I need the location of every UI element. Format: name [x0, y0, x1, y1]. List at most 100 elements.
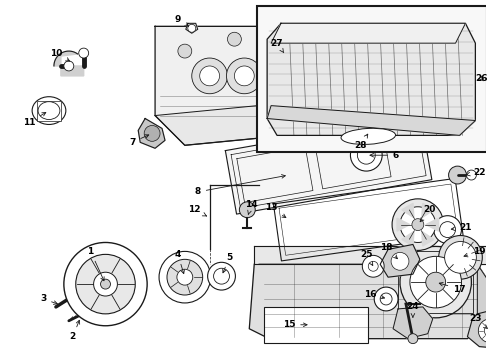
Text: 23: 23 [468, 314, 487, 328]
Circle shape [101, 279, 110, 289]
Polygon shape [421, 203, 433, 218]
Text: 26: 26 [474, 75, 487, 84]
Text: 15: 15 [282, 320, 306, 329]
Text: 24: 24 [406, 302, 418, 317]
Polygon shape [308, 26, 338, 130]
Text: 25: 25 [359, 250, 372, 265]
Circle shape [390, 252, 408, 270]
Polygon shape [155, 101, 338, 145]
Bar [264, 307, 367, 343]
Circle shape [64, 243, 147, 326]
Circle shape [399, 207, 435, 243]
Circle shape [483, 325, 488, 337]
Text: 5: 5 [222, 253, 232, 273]
Circle shape [191, 58, 227, 94]
Text: 11: 11 [23, 112, 46, 127]
Circle shape [444, 242, 475, 273]
Text: 7: 7 [129, 135, 148, 147]
Polygon shape [392, 307, 432, 339]
Text: 10: 10 [50, 49, 69, 61]
Circle shape [226, 58, 262, 94]
Circle shape [447, 166, 466, 184]
Text: 21: 21 [450, 223, 471, 232]
Circle shape [207, 262, 235, 290]
Circle shape [367, 261, 377, 271]
Text: 19: 19 [463, 247, 485, 257]
Ellipse shape [32, 97, 66, 125]
Polygon shape [425, 218, 438, 231]
Circle shape [93, 272, 117, 296]
Circle shape [266, 66, 286, 86]
Polygon shape [54, 51, 83, 76]
Polygon shape [467, 309, 488, 348]
Circle shape [357, 146, 374, 164]
Polygon shape [379, 244, 419, 277]
Circle shape [477, 319, 488, 343]
Circle shape [399, 247, 470, 318]
Text: 1: 1 [87, 247, 104, 281]
Text: 28: 28 [353, 134, 367, 150]
Circle shape [64, 61, 74, 71]
Circle shape [76, 255, 135, 314]
Circle shape [144, 126, 160, 141]
Circle shape [292, 58, 328, 94]
Bar [257, 6, 486, 152]
Circle shape [391, 199, 443, 251]
Text: 4: 4 [174, 250, 184, 274]
Circle shape [239, 202, 255, 218]
Circle shape [159, 251, 210, 303]
Circle shape [166, 259, 202, 295]
Circle shape [350, 139, 382, 171]
Circle shape [407, 334, 417, 343]
Circle shape [259, 58, 294, 94]
Text: 9: 9 [174, 15, 188, 26]
Polygon shape [266, 105, 474, 135]
Circle shape [433, 216, 461, 243]
Ellipse shape [340, 128, 395, 144]
Text: 2: 2 [69, 320, 80, 341]
Circle shape [79, 48, 88, 58]
Bar [397, 251, 472, 313]
Text: 13: 13 [264, 203, 285, 217]
Circle shape [425, 272, 445, 292]
Circle shape [466, 170, 475, 180]
Polygon shape [254, 247, 486, 264]
Polygon shape [249, 264, 486, 339]
Text: 8: 8 [194, 175, 285, 197]
Text: 12: 12 [188, 205, 206, 216]
Polygon shape [185, 23, 197, 33]
Text: 3: 3 [40, 294, 57, 304]
Polygon shape [266, 23, 474, 135]
Text: 22: 22 [466, 167, 485, 176]
Polygon shape [401, 203, 413, 218]
Text: 17: 17 [438, 283, 465, 293]
Polygon shape [225, 116, 431, 214]
Circle shape [177, 269, 192, 285]
Circle shape [411, 219, 423, 230]
Text: 16: 16 [363, 289, 384, 299]
Circle shape [234, 66, 254, 86]
Polygon shape [270, 23, 465, 43]
Polygon shape [138, 118, 164, 148]
Circle shape [227, 32, 241, 46]
Bar [37, 101, 61, 121]
Circle shape [213, 268, 229, 284]
Circle shape [199, 66, 219, 86]
Text: 6: 6 [369, 151, 398, 160]
Circle shape [409, 256, 461, 308]
Polygon shape [155, 26, 338, 145]
Ellipse shape [38, 102, 60, 120]
Circle shape [362, 255, 384, 277]
Circle shape [187, 24, 195, 32]
Text: 27: 27 [270, 39, 283, 53]
Circle shape [439, 222, 455, 238]
Circle shape [379, 293, 391, 305]
Polygon shape [476, 264, 486, 339]
Circle shape [300, 66, 320, 86]
Polygon shape [396, 218, 409, 231]
Text: 14: 14 [244, 200, 257, 215]
Circle shape [438, 235, 481, 279]
Polygon shape [421, 231, 433, 246]
Text: 18: 18 [379, 243, 397, 259]
Circle shape [373, 287, 397, 311]
